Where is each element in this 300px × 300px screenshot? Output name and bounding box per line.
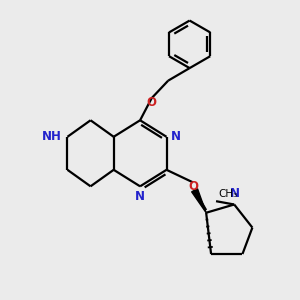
Text: N: N — [170, 130, 181, 142]
Text: O: O — [188, 180, 198, 193]
Polygon shape — [192, 189, 206, 213]
Text: N: N — [230, 187, 240, 200]
Text: CH₃: CH₃ — [219, 188, 238, 199]
Text: O: O — [147, 96, 157, 109]
Text: N: N — [135, 190, 145, 203]
Text: NH: NH — [42, 130, 62, 143]
